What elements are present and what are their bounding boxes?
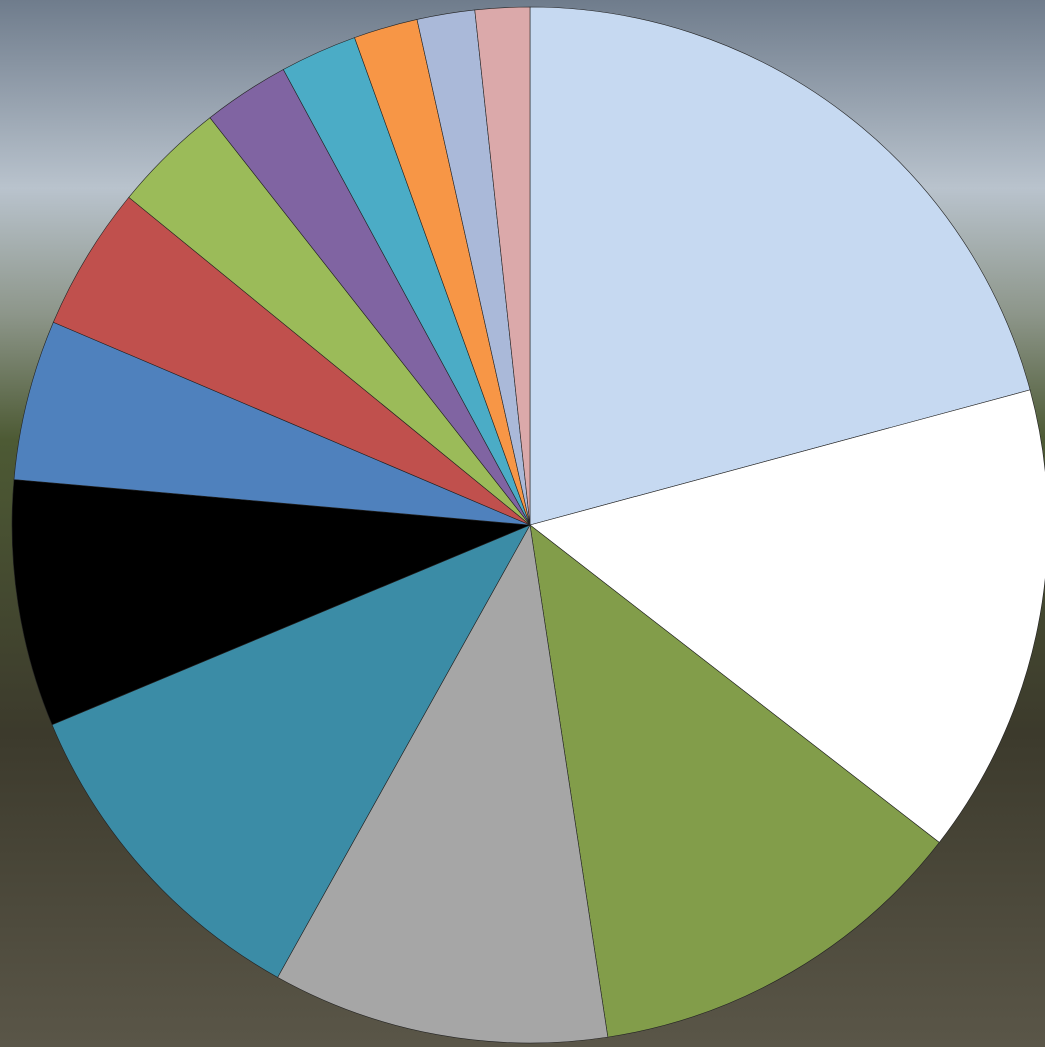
pie-slice [474, 6, 531, 526]
pie-slice [11, 479, 531, 726]
pie-slice [13, 321, 531, 526]
pie-slice [529, 6, 1031, 526]
pie [11, 6, 1045, 1044]
pie-slice [277, 524, 609, 1044]
pie-slice [529, 389, 1045, 843]
pie-slice [51, 524, 531, 978]
pie-slice [529, 524, 940, 1038]
